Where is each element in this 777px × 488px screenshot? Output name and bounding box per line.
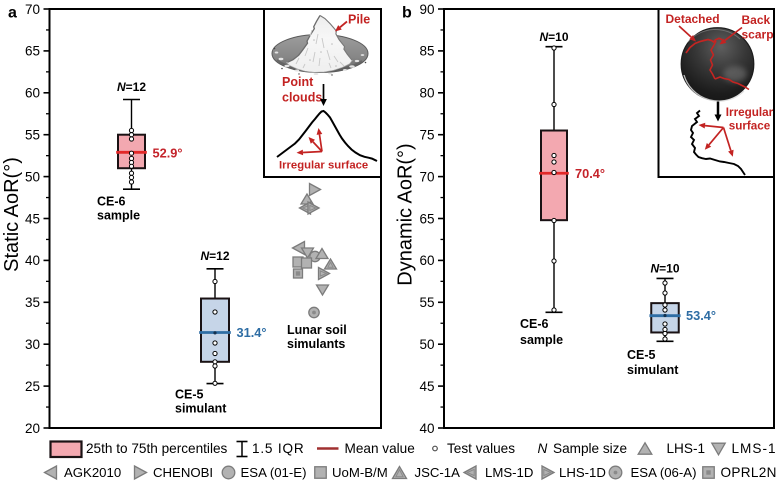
svg-text:OPRL2N: OPRL2N [721,465,777,480]
svg-text:65: 65 [25,44,40,59]
svg-text:75: 75 [419,128,434,143]
svg-text:52.9°: 52.9° [153,146,183,161]
svg-text:LHS-1: LHS-1 [667,441,706,456]
svg-text:UoM-B/M: UoM-B/M [332,465,388,480]
svg-text:20: 20 [25,421,40,436]
svg-text:60: 60 [419,253,434,268]
svg-text:Irregular surface: Irregular surface [279,160,368,172]
svg-text:N=12: N=12 [200,249,229,263]
svg-text:Sample size: Sample size [553,441,627,456]
svg-text:31.4°: 31.4° [237,325,267,340]
svg-text:60: 60 [25,86,40,101]
svg-text:N=10: N=10 [539,30,568,44]
svg-text:CE-6: CE-6 [520,317,549,331]
svg-text:surface: surface [729,120,771,133]
svg-text:CE-5: CE-5 [175,388,204,402]
svg-text:Lunar soil: Lunar soil [287,323,347,337]
svg-text:40: 40 [25,253,40,268]
svg-text:LHS-1D: LHS-1D [559,465,606,480]
svg-text:simulants: simulants [287,337,345,351]
svg-text:70: 70 [419,169,434,184]
svg-text:70.4°: 70.4° [575,166,605,181]
svg-text:Irregular: Irregular [726,106,774,119]
svg-text:55: 55 [25,128,40,143]
svg-text:simulant: simulant [627,363,679,377]
svg-text:AGK2010: AGK2010 [64,465,121,480]
svg-text:scarp: scarp [742,28,774,42]
svg-text:N=12: N=12 [117,80,146,94]
svg-text:a: a [8,5,17,22]
svg-text:53.4°: 53.4° [686,308,716,323]
svg-text:45: 45 [419,379,434,394]
svg-text:85: 85 [419,44,434,59]
svg-text:ESA (01-E): ESA (01-E) [241,465,307,480]
svg-text:Back: Back [742,13,771,27]
svg-text:1.5 IQR: 1.5 IQR [252,441,304,456]
svg-text:55: 55 [419,295,434,310]
svg-text:25th to 75th percentiles: 25th to 75th percentiles [86,441,228,456]
svg-text:Static AoR(°): Static AoR(°) [1,157,23,272]
svg-text:sample: sample [520,333,563,347]
svg-text:Point: Point [282,75,314,89]
svg-text:80: 80 [419,86,434,101]
svg-text:Test values: Test values [447,441,515,456]
svg-text:N: N [538,441,548,456]
svg-text:35: 35 [25,295,40,310]
svg-text:LMS-1: LMS-1 [732,441,777,456]
svg-text:70: 70 [25,2,40,17]
svg-text:50: 50 [25,169,40,184]
svg-text:Mean value: Mean value [345,441,415,456]
svg-text:Detached: Detached [666,12,720,26]
svg-text:b: b [402,5,412,22]
svg-text:CHENOBI: CHENOBI [153,465,213,480]
svg-text:JSC-1A: JSC-1A [415,465,461,480]
svg-text:LMS-1D: LMS-1D [485,465,533,480]
svg-text:25: 25 [25,379,40,394]
svg-text:N=10: N=10 [650,262,679,276]
svg-text:90: 90 [419,2,434,17]
svg-text:ESA (06-A): ESA (06-A) [631,465,697,480]
svg-text:simulant: simulant [175,402,227,416]
svg-text:65: 65 [419,211,434,226]
svg-text:45: 45 [25,211,40,226]
svg-text:sample: sample [97,209,140,223]
svg-text:Dynamic AoR(°): Dynamic AoR(°) [395,143,417,285]
svg-text:50: 50 [419,337,434,352]
svg-text:CE-5: CE-5 [627,348,656,362]
svg-text:Pile: Pile [348,13,370,27]
svg-text:30: 30 [25,337,40,352]
svg-text:clouds: clouds [282,91,322,105]
svg-text:40: 40 [419,421,434,436]
svg-text:CE-6: CE-6 [97,195,126,209]
